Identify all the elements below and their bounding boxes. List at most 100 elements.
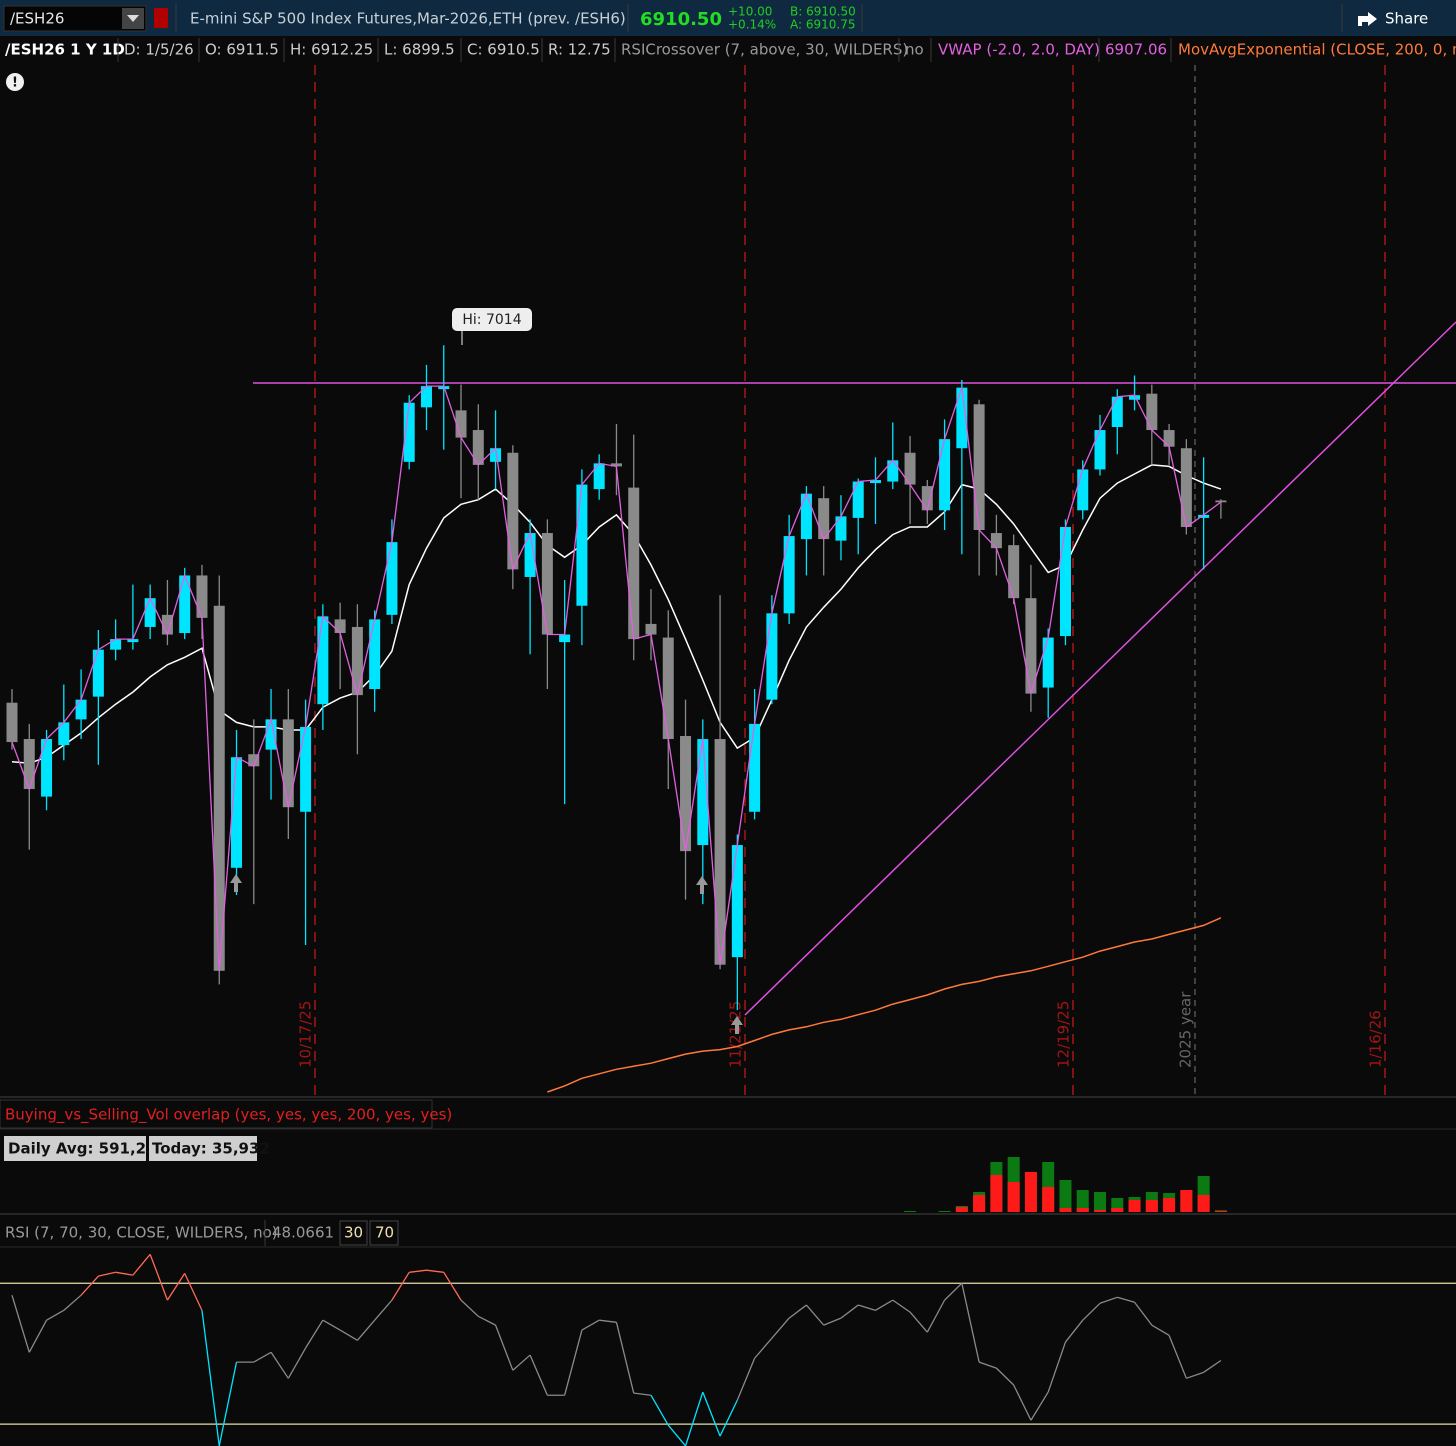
rsi-segment	[1151, 1324, 1170, 1336]
moving-average	[11, 464, 1222, 765]
trend-line[interactable]	[744, 321, 1456, 1016]
rsi-segment	[875, 1299, 894, 1311]
dropdown-arrow	[127, 15, 139, 22]
volume-title[interactable]: Buying_vs_Selling_Vol overlap (yes, yes,…	[5, 1106, 452, 1125]
candle-body	[1111, 396, 1123, 428]
rsi-segment	[667, 1424, 687, 1446]
rsi-segment	[1134, 1301, 1153, 1326]
rsi-segment	[391, 1271, 410, 1301]
candle-body	[1180, 448, 1192, 527]
change: +10.00	[728, 5, 772, 19]
rsi-level-label: 30	[344, 1224, 363, 1242]
volume-bar	[1059, 1208, 1072, 1212]
rsi-segment	[443, 1271, 462, 1301]
rsi-segment	[46, 1309, 65, 1321]
rsi-segment	[926, 1299, 946, 1333]
candle-body	[23, 739, 35, 790]
candle-body	[92, 649, 104, 697]
candle-body	[610, 463, 622, 467]
candle-body	[783, 536, 795, 614]
today-volume: Today: 35,932	[152, 1140, 270, 1158]
rsi-segment	[322, 1319, 341, 1331]
ema-study[interactable]: MovAvgExponential (CLOSE, 200, 0, no	[1178, 41, 1456, 59]
volume-bar	[1214, 1211, 1227, 1212]
candle-body	[766, 613, 778, 700]
candle-body	[939, 439, 951, 511]
rsi-crossover-value: no	[905, 41, 924, 59]
candle-body	[351, 626, 363, 696]
candle-body	[6, 702, 18, 743]
volume-bar	[973, 1195, 986, 1212]
chart-id: /ESH26 1 Y 1D	[5, 41, 125, 59]
volume-bar	[938, 1211, 951, 1212]
candle-body	[1198, 514, 1210, 518]
candle-body	[386, 542, 398, 615]
last-price: 6910.50	[640, 9, 722, 30]
marker-label: 1/16/26	[1367, 1010, 1385, 1068]
candle-body	[1077, 469, 1089, 511]
rsi-crossover-study[interactable]: RSICrossover (7, above, 30, WILDERS)	[621, 41, 908, 59]
rsi-segment	[1168, 1335, 1187, 1379]
candle-body	[472, 430, 484, 465]
rsi-segment	[409, 1269, 427, 1273]
rsi-title[interactable]: RSI (7, 70, 30, CLOSE, WILDERS, no)	[5, 1224, 278, 1242]
rsi-segment	[564, 1329, 583, 1396]
high-annotation-box	[452, 308, 532, 331]
bar-open: O: 6911.5	[205, 41, 279, 59]
close-line	[11, 385, 1222, 971]
rsi-segment	[494, 1324, 514, 1371]
share-button[interactable]: Share	[1385, 10, 1428, 28]
rsi-segment	[1064, 1319, 1084, 1343]
volume-bar	[1076, 1190, 1089, 1212]
rsi-level-label: 70	[375, 1224, 394, 1242]
rsi-segment	[719, 1399, 738, 1437]
rsi-segment	[1013, 1384, 1032, 1421]
level-box	[339, 1220, 368, 1246]
rsi-plot	[0, 1253, 1456, 1446]
share-icon[interactable]	[1358, 12, 1377, 26]
volume-bar	[1163, 1198, 1176, 1212]
rsi-segment	[961, 1283, 980, 1363]
candle-body	[576, 484, 588, 606]
rsi-segment	[149, 1254, 169, 1301]
marker-label: 10/17/25	[297, 1001, 315, 1068]
bar-range: R: 12.75	[548, 41, 611, 59]
candle-body	[490, 448, 502, 462]
candle-body	[835, 516, 847, 541]
candle-body	[455, 410, 467, 438]
alert-icon[interactable]	[6, 73, 24, 91]
high-annotation: Hi: 7014	[462, 312, 521, 328]
candle-body	[990, 533, 1002, 549]
header-bar	[0, 0, 1456, 36]
rsi-segment	[581, 1319, 600, 1331]
candle-body	[58, 722, 70, 746]
rsi-segment	[892, 1299, 911, 1313]
rsi-segment	[702, 1391, 721, 1437]
candle-body	[921, 486, 933, 511]
rsi-segment	[460, 1299, 479, 1317]
rsi-segment	[1203, 1359, 1222, 1373]
rsi-segment	[1082, 1302, 1101, 1321]
rsi-segment	[305, 1319, 324, 1349]
level-box	[369, 1220, 399, 1246]
link-icon[interactable]	[154, 8, 168, 28]
rsi-segment	[184, 1273, 203, 1311]
candle-body	[714, 739, 726, 965]
rsi-current: 48.0661	[272, 1224, 334, 1242]
candle-body	[731, 845, 743, 958]
volume-bar	[1076, 1208, 1089, 1212]
volume-bar	[1180, 1190, 1193, 1212]
rsi-segment	[426, 1269, 444, 1273]
signal-arrow	[230, 874, 242, 892]
candle-body	[110, 639, 122, 650]
candle-body	[1163, 430, 1175, 447]
study-separators	[117, 38, 1172, 62]
daily-avg: Daily Avg: 591,232	[8, 1140, 167, 1158]
rsi-segment	[1117, 1296, 1135, 1303]
rsi-segment	[512, 1354, 531, 1371]
rsi-segment	[684, 1391, 704, 1446]
change-pct: +0.14%	[728, 18, 776, 32]
vwap-study[interactable]: VWAP (-2.0, 2.0, DAY)	[938, 41, 1100, 59]
candle-body	[1129, 395, 1141, 400]
volume-bar	[1042, 1187, 1055, 1212]
